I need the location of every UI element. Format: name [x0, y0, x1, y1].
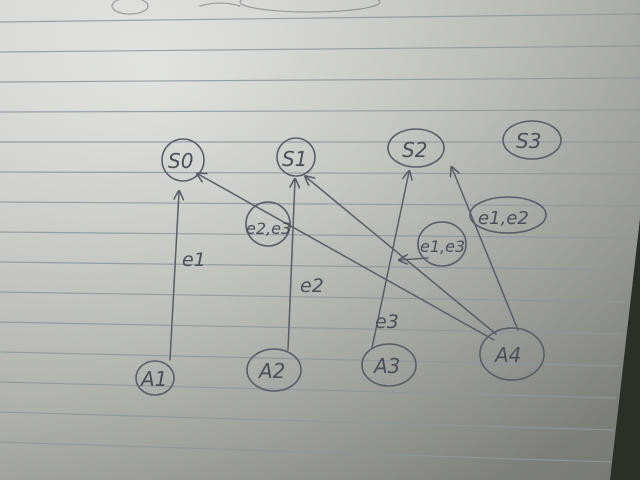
- label-circle-e2e3: [245, 201, 291, 247]
- edge-label-e1e2: e1,e2: [478, 208, 529, 229]
- node-s3-label: S3: [516, 129, 541, 153]
- node-s0-circle: [161, 138, 205, 182]
- node-s1-circle: [276, 137, 316, 177]
- edge-label-e1e3: e1,e3: [420, 237, 465, 256]
- node-s2-circle: [387, 128, 445, 168]
- label-circle-e1e3: [417, 221, 467, 267]
- node-s1-label: S1: [282, 147, 307, 171]
- top-scribbles: [111, 0, 381, 15]
- node-a3-circle: [361, 343, 417, 387]
- edge-a4-s0: [198, 174, 495, 341]
- node-a3-label: A3: [372, 354, 400, 378]
- node-a4-circle: [479, 327, 545, 381]
- edge-a2-s1: [287, 180, 295, 351]
- node-a1-label: A1: [139, 367, 167, 391]
- edge-label-e1: e1: [182, 249, 206, 271]
- edge-a4-s2: [452, 168, 519, 331]
- label-circle-e1e2: [469, 196, 547, 234]
- ruled-lines: [0, 13, 640, 463]
- node-s2-label: S2: [402, 138, 427, 162]
- node-a2-label: A2: [257, 359, 285, 383]
- edge-label-e2: e2: [300, 275, 324, 297]
- node-s3-circle: [502, 120, 562, 160]
- edge-a3-s2: [371, 172, 409, 349]
- node-s0-label: S0: [168, 149, 193, 173]
- node-a2-circle: [246, 348, 302, 392]
- edge-label-e3: e3: [375, 311, 399, 333]
- edge-label-e2e3: e2,e3: [246, 219, 291, 238]
- edge-a1-s0: [169, 192, 179, 361]
- node-a1-circle: [135, 360, 175, 396]
- edge-e1e3-pointer: [400, 258, 429, 260]
- node-a4-label: A4: [493, 343, 521, 367]
